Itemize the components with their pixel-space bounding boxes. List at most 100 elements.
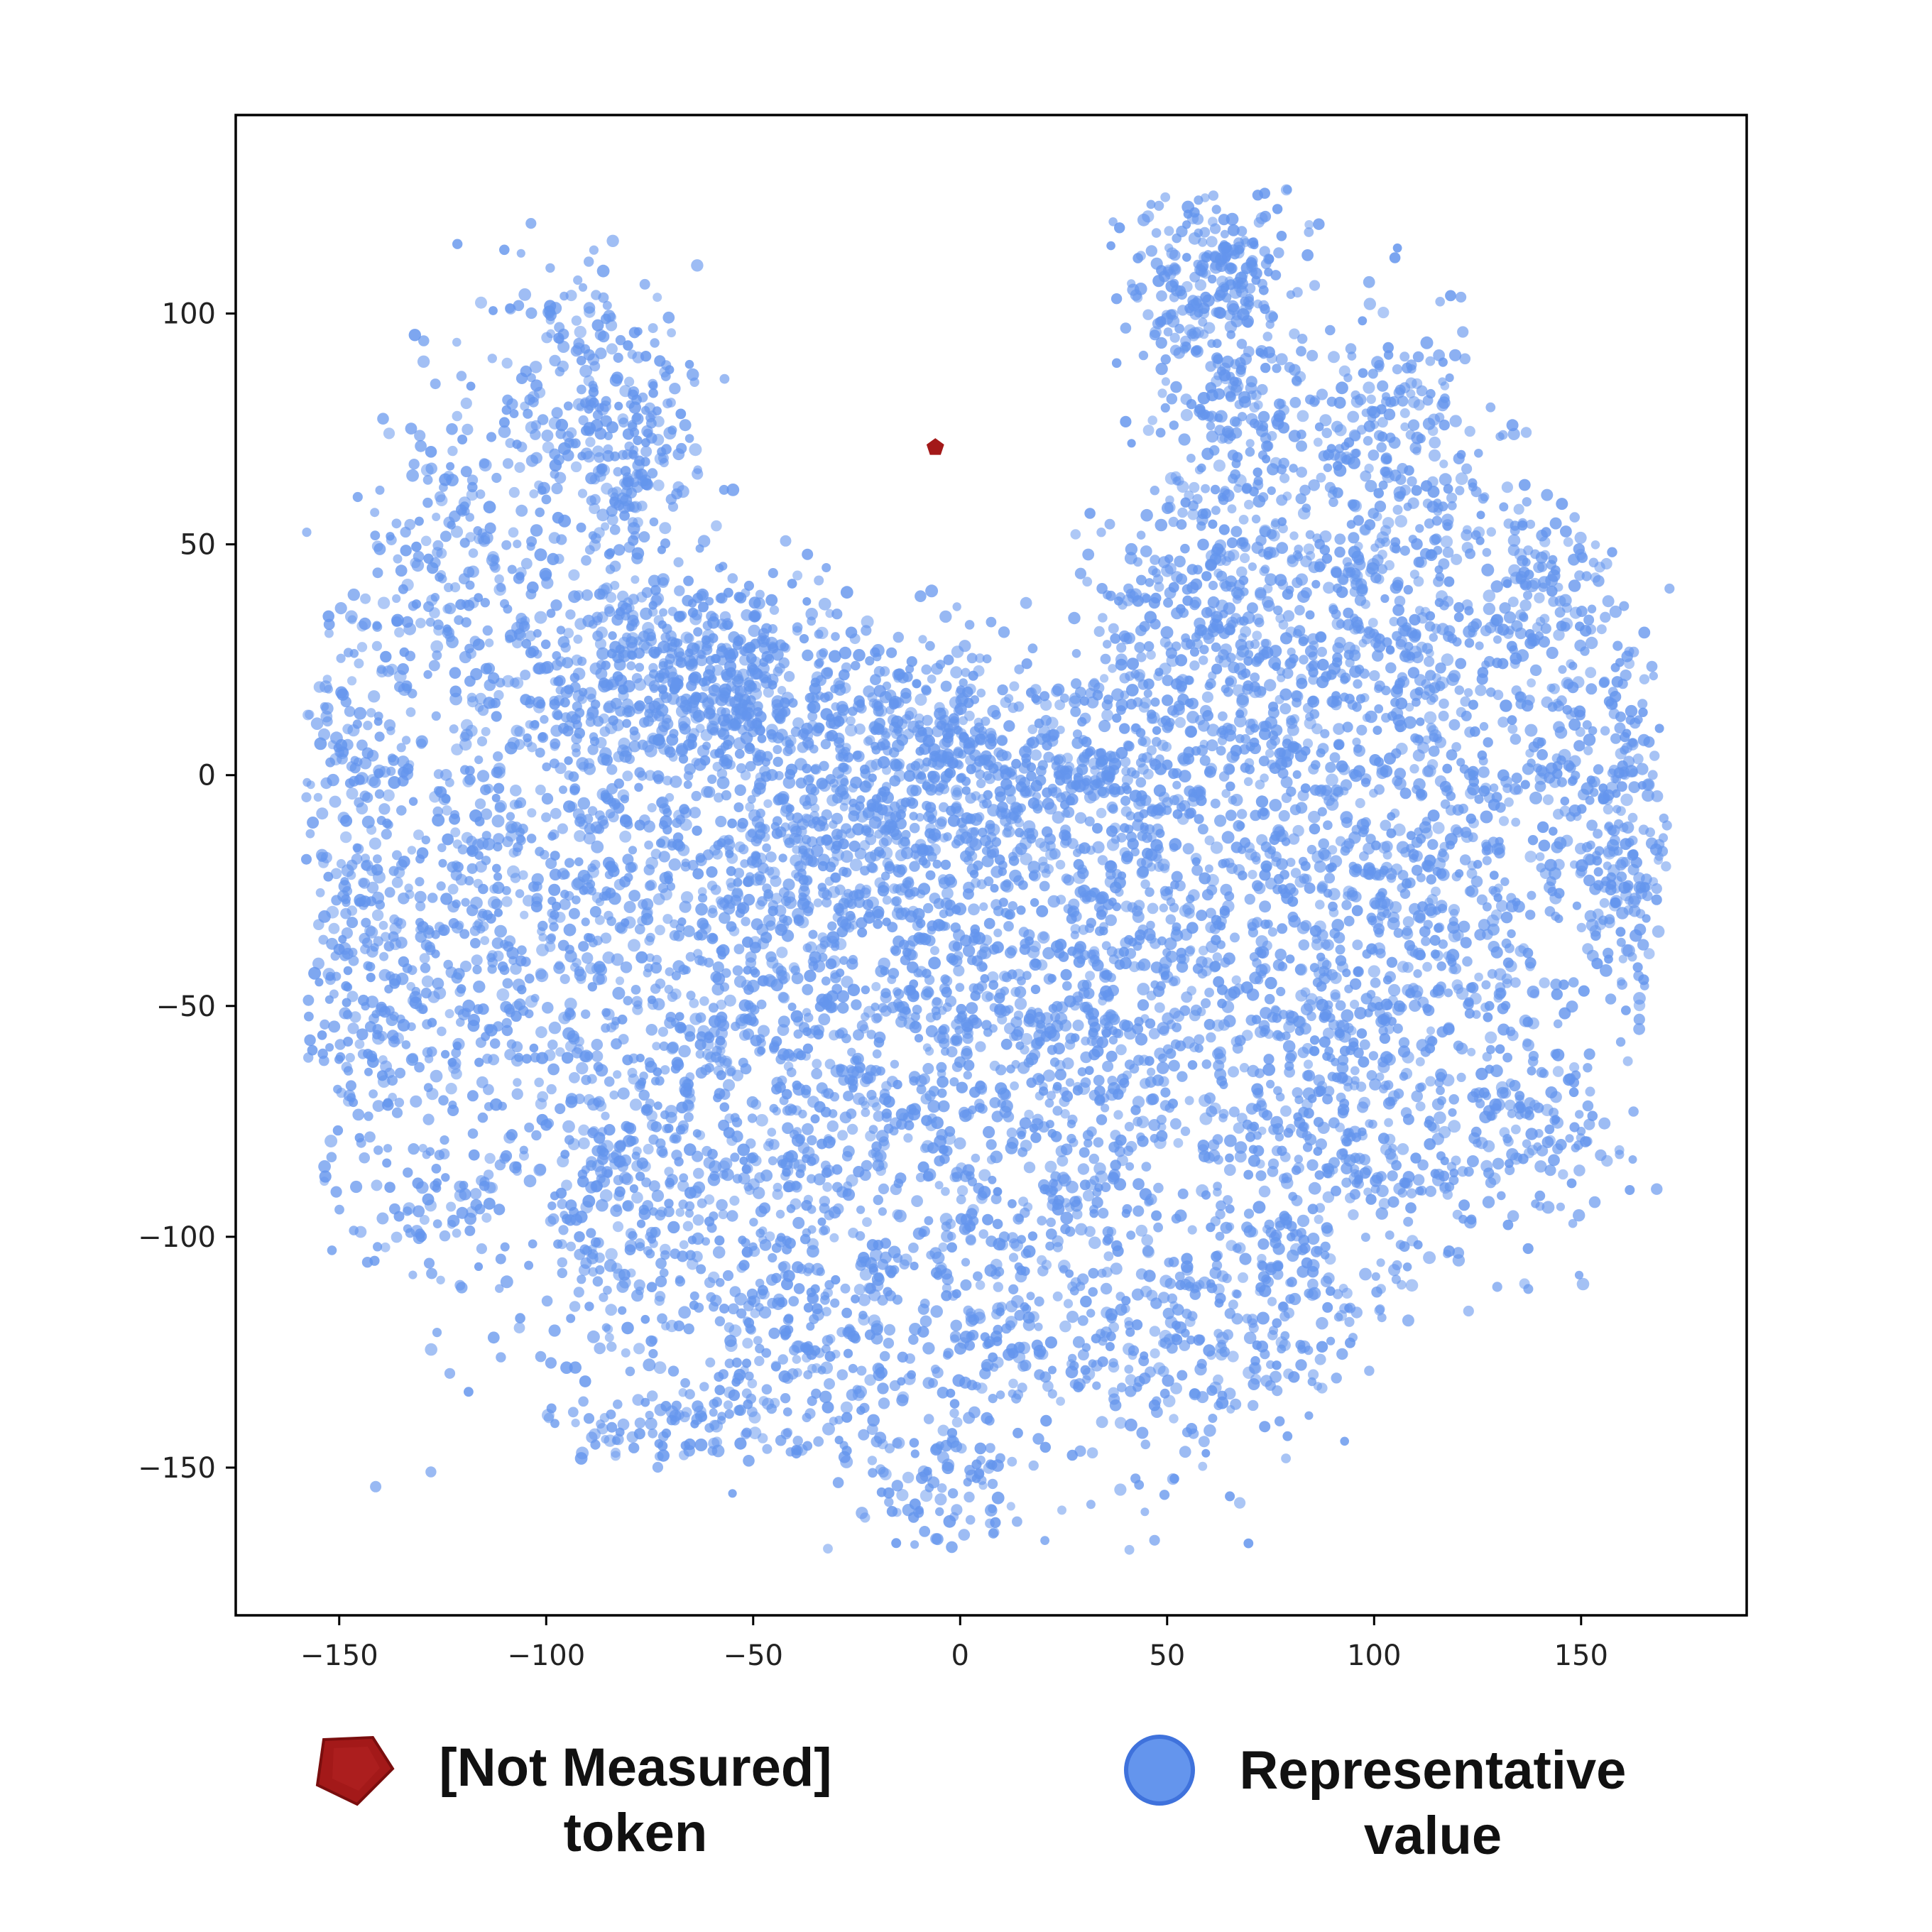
- data-point: [474, 798, 486, 809]
- data-point: [829, 820, 838, 829]
- data-point: [466, 846, 476, 856]
- data-point: [520, 557, 533, 569]
- data-point: [792, 1436, 803, 1446]
- data-point: [448, 1101, 457, 1109]
- data-point: [602, 1008, 615, 1021]
- data-point: [481, 831, 491, 841]
- data-point: [530, 452, 542, 464]
- data-point: [1141, 1162, 1152, 1172]
- data-point: [501, 1025, 513, 1037]
- data-point: [724, 1409, 734, 1419]
- data-point: [778, 1260, 791, 1273]
- data-point: [360, 944, 371, 954]
- data-point: [726, 681, 737, 692]
- data-point: [777, 1159, 787, 1169]
- data-point: [397, 1019, 410, 1032]
- data-point: [513, 1322, 525, 1333]
- data-point: [819, 760, 829, 772]
- data-point: [547, 1039, 558, 1050]
- data-point: [515, 889, 525, 898]
- data-point: [664, 1199, 674, 1208]
- data-point: [775, 1235, 787, 1248]
- data-point: [422, 1113, 435, 1125]
- data-point: [624, 1240, 638, 1252]
- data-point: [966, 764, 976, 775]
- data-point: [832, 711, 842, 721]
- data-point: [346, 859, 358, 871]
- data-point: [374, 789, 385, 799]
- data-point: [927, 814, 937, 824]
- data-point: [1065, 1078, 1074, 1087]
- data-point: [623, 1122, 635, 1133]
- data-point: [689, 694, 701, 705]
- data-point: [984, 1264, 998, 1277]
- data-point: [670, 1248, 681, 1260]
- data-point: [716, 643, 726, 653]
- data-point: [460, 397, 472, 410]
- data-point: [426, 594, 438, 606]
- data-point: [605, 564, 616, 574]
- data-point: [695, 902, 708, 916]
- data-point: [341, 1061, 352, 1073]
- data-point: [836, 1327, 847, 1338]
- data-point: [714, 1235, 725, 1246]
- data-point: [561, 1179, 572, 1191]
- data-point: [965, 1515, 976, 1525]
- data-point: [578, 1264, 591, 1276]
- data-point: [704, 957, 714, 968]
- data-point: [895, 1172, 907, 1184]
- data-point: [1018, 880, 1028, 890]
- data-point: [915, 693, 927, 706]
- data-point: [673, 557, 684, 568]
- data-points-layer: [301, 184, 1675, 1555]
- data-point: [559, 898, 571, 910]
- data-point: [743, 580, 754, 591]
- data-point: [930, 1533, 942, 1545]
- data-point: [650, 1121, 662, 1133]
- data-point: [502, 836, 513, 848]
- data-point: [633, 636, 643, 645]
- data-point: [659, 522, 672, 535]
- data-point: [533, 662, 546, 675]
- data-point: [606, 421, 618, 434]
- data-point: [449, 724, 459, 734]
- data-point: [401, 579, 414, 591]
- data-point: [427, 893, 438, 903]
- data-point: [438, 924, 450, 937]
- data-point: [664, 984, 674, 994]
- data-point: [606, 861, 619, 873]
- data-point: [761, 1348, 772, 1358]
- data-point: [910, 887, 919, 897]
- data-point: [824, 1378, 835, 1390]
- data-point: [799, 634, 809, 644]
- data-point: [324, 684, 333, 694]
- data-point: [315, 978, 324, 987]
- data-point: [328, 922, 340, 934]
- data-point: [455, 873, 468, 886]
- data-point: [357, 1049, 368, 1059]
- data-point: [510, 785, 522, 797]
- data-point: [923, 1414, 934, 1424]
- data-point: [971, 1474, 981, 1483]
- data-point: [719, 1304, 729, 1314]
- data-point: [520, 670, 531, 681]
- data-point: [851, 999, 862, 1010]
- data-point: [966, 653, 978, 664]
- data-point: [687, 607, 699, 618]
- data-point: [447, 900, 459, 913]
- data-point: [679, 419, 692, 432]
- data-point: [334, 1204, 344, 1215]
- data-point: [697, 535, 711, 547]
- data-point: [526, 542, 535, 551]
- data-point: [523, 408, 533, 419]
- data-point: [1003, 921, 1014, 932]
- data-point: [792, 1127, 802, 1136]
- data-point: [807, 856, 819, 868]
- data-point: [768, 1252, 777, 1263]
- data-point: [1010, 1081, 1019, 1091]
- data-point: [692, 868, 704, 880]
- data-point: [813, 898, 823, 907]
- data-point: [553, 711, 563, 721]
- data-point: [618, 417, 629, 428]
- data-point: [498, 417, 510, 428]
